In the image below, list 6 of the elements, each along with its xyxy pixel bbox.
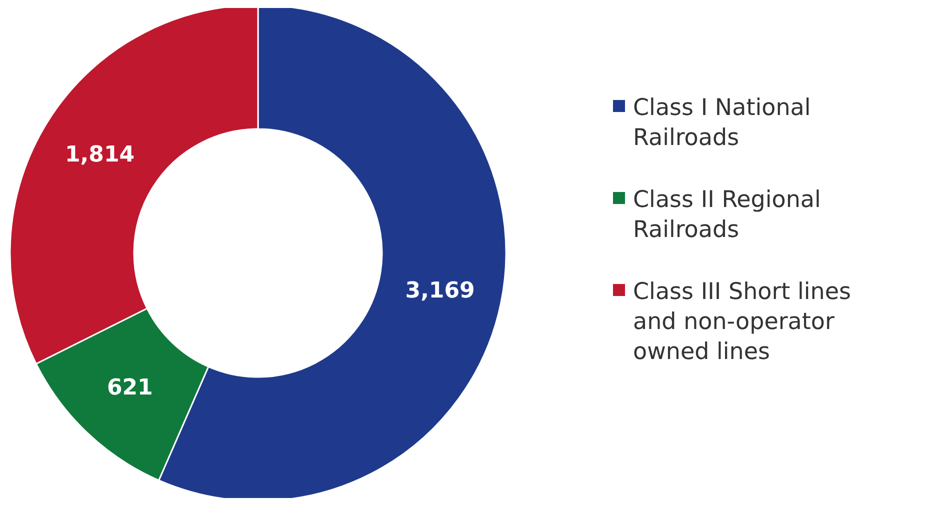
data-label: 621 — [106, 375, 153, 400]
legend-label: Class III Short lines and non-operator owned lines — [633, 279, 852, 365]
legend-label: Class II Regional Railroads — [633, 187, 821, 243]
legend-label: Class I National Railroads — [633, 95, 811, 151]
data-label: 3,169 — [405, 278, 475, 304]
data-label: 1,814 — [65, 142, 135, 168]
